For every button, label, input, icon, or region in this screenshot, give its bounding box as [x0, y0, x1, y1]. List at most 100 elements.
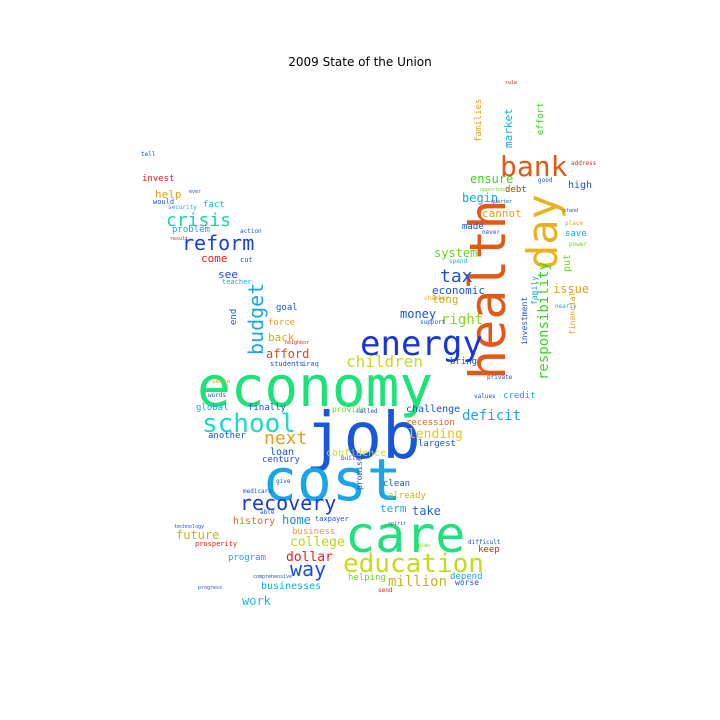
word-cannot: cannot — [482, 207, 522, 220]
word-challenge: challenge — [406, 404, 460, 415]
word-force: force — [268, 318, 295, 328]
word-program: program — [228, 553, 266, 563]
word-tell: tell — [141, 151, 156, 158]
word-come: come — [201, 252, 228, 265]
word-education: education — [343, 549, 484, 579]
word-confidence: confidence — [326, 448, 386, 459]
word-give: give — [276, 478, 291, 485]
word-job: job — [305, 400, 421, 474]
word-goal: goal — [276, 303, 298, 313]
word-school: school — [202, 409, 296, 439]
word-bring: bring — [450, 357, 477, 367]
word-financial: financial — [568, 291, 577, 335]
word-technology: technology — [174, 524, 204, 530]
word-put: put — [562, 254, 573, 272]
word-comprehensive: comprehensive — [253, 574, 292, 580]
word-cut: cut — [240, 256, 253, 264]
word-children: children — [346, 352, 423, 371]
word-provide: provide — [332, 405, 366, 414]
word-support: support — [420, 319, 446, 326]
word-prosperity: prosperity — [195, 540, 237, 548]
word-family: family — [530, 276, 539, 305]
word-deficit: deficit — [462, 408, 521, 424]
word-called: called — [356, 408, 378, 415]
word-care: care — [345, 506, 465, 564]
word-chamber: chamber — [424, 295, 450, 302]
word-bank: bank — [500, 150, 568, 183]
word-future: future — [176, 528, 219, 542]
word-rule: rule — [505, 80, 517, 86]
word-lending: lending — [408, 427, 463, 442]
word-recession: recession — [406, 418, 455, 428]
word-afford: afford — [266, 347, 309, 361]
word-begin: begin — [462, 191, 498, 205]
word-issue: issue — [553, 282, 589, 296]
word-work: work — [242, 594, 272, 608]
word-words: words — [208, 392, 226, 399]
word-keep: keep — [478, 545, 500, 555]
word-history: history — [233, 516, 275, 527]
word-businesses: businesses — [261, 581, 321, 592]
word-helping: helping — [348, 573, 386, 583]
word-high: high — [568, 180, 592, 191]
word-see: see — [218, 268, 238, 281]
word-stand: stand — [563, 208, 578, 214]
word-day: day — [518, 194, 567, 270]
word-million: million — [388, 574, 447, 590]
word-good: good — [538, 177, 553, 184]
word-place: place — [565, 220, 583, 227]
word-right: right — [441, 312, 483, 328]
word-business: business — [292, 527, 335, 537]
word-dollar: dollar — [286, 550, 333, 565]
word-tax: tax — [440, 266, 473, 287]
word-ensure: ensure — [470, 172, 513, 186]
word-way: way — [290, 557, 326, 581]
word-sense: sense — [212, 378, 230, 385]
word-investment: investment — [520, 297, 529, 345]
word-never: never — [482, 229, 500, 236]
word-reform: reform — [182, 231, 254, 255]
word-save: save — [565, 229, 587, 239]
word-security: security — [168, 204, 197, 211]
word-energy: energy — [360, 324, 483, 364]
word-next: next — [264, 428, 307, 449]
word-able: able — [260, 509, 275, 516]
word-another: another — [208, 431, 247, 441]
word-credit: credit — [503, 391, 536, 401]
word-home: home — [282, 513, 311, 527]
word-families: families — [474, 99, 484, 142]
word-long: long — [432, 293, 459, 306]
word-recovery: recovery — [240, 491, 336, 515]
word-term: term — [380, 502, 407, 515]
word-promise: promise — [355, 456, 364, 490]
word-crisis: crisis — [166, 210, 231, 231]
word-would: would — [153, 198, 174, 206]
word-ever: ever — [189, 189, 201, 195]
word-teacher: teacher — [222, 278, 252, 286]
word-build: build — [341, 455, 359, 462]
word-century: century — [262, 455, 301, 465]
word-global: global — [196, 403, 229, 413]
word-difficult: difficult — [468, 539, 501, 546]
word-budget: budget — [244, 283, 268, 355]
word-medicare: medicare — [243, 488, 272, 495]
word-finally: finally — [248, 403, 287, 413]
word-money: money — [400, 307, 436, 321]
word-quarter: quarter — [491, 199, 512, 205]
word-neighbor: neighbor — [285, 340, 309, 346]
word-fact: fact — [203, 200, 225, 210]
word-cost: cost — [262, 446, 402, 514]
word-spend: spend — [449, 258, 467, 265]
word-loan: loan — [270, 447, 294, 458]
word-end: end — [229, 309, 239, 325]
word-economy: economy — [197, 355, 433, 420]
word-problem: problem — [172, 225, 210, 235]
word-send: send — [378, 587, 393, 594]
word-debt: debt — [505, 185, 527, 195]
word-values: values — [474, 393, 496, 400]
word-largest: largest — [418, 439, 456, 449]
word-worse: worse — [455, 578, 479, 587]
word-depend: depend — [450, 572, 483, 582]
